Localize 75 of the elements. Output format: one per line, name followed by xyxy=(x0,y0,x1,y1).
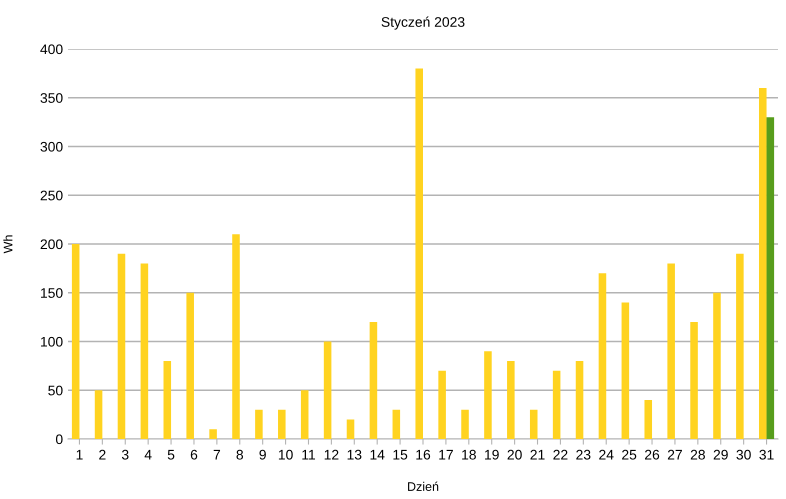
x-tick-label: 27 xyxy=(668,450,682,460)
x-tick-label: 6 xyxy=(190,450,198,460)
y-tick-label: 250 xyxy=(40,190,63,200)
x-tick-label: 22 xyxy=(553,450,568,460)
bar xyxy=(552,370,560,439)
x-tick-label: 21 xyxy=(530,450,545,460)
x-tick-label: 23 xyxy=(576,450,590,460)
bar xyxy=(392,410,400,439)
y-tick-label: 300 xyxy=(40,142,63,152)
x-axis-title: Dzień xyxy=(408,482,438,491)
x-tick-label: 5 xyxy=(168,450,174,460)
bar xyxy=(255,410,263,439)
y-tick-label: 200 xyxy=(40,239,63,250)
bar xyxy=(484,351,492,439)
bar xyxy=(530,410,538,439)
x-tick-label: 12 xyxy=(324,450,338,460)
bar xyxy=(576,361,584,439)
bar xyxy=(370,322,378,439)
bar xyxy=(736,254,744,439)
bar xyxy=(118,254,126,439)
chart-title: Styczeń 2023 xyxy=(382,16,464,30)
y-tick-label: 150 xyxy=(41,288,63,298)
bar xyxy=(644,400,652,439)
bar xyxy=(300,390,308,439)
bar xyxy=(209,429,217,439)
bar xyxy=(346,420,354,439)
y-axis-title: Wh xyxy=(3,235,12,254)
x-tick-label: 2 xyxy=(99,450,106,460)
x-tick-label: 24 xyxy=(599,450,614,460)
y-tick-label: 350 xyxy=(40,93,63,103)
x-tick-label: 19 xyxy=(485,450,499,460)
bar xyxy=(667,264,675,439)
x-tick-label: 25 xyxy=(622,450,636,460)
bar xyxy=(164,361,172,439)
x-tick-label: 31 xyxy=(759,450,774,460)
x-tick-label: 16 xyxy=(416,450,430,460)
bar xyxy=(278,410,286,439)
x-tick-label: 9 xyxy=(259,450,266,460)
x-tick-label: 28 xyxy=(690,450,705,460)
x-tick-label: 17 xyxy=(439,450,453,460)
x-tick-label: 10 xyxy=(278,450,293,460)
bar xyxy=(415,68,423,439)
x-tick-label: 26 xyxy=(645,450,660,460)
y-tick-label: 400 xyxy=(40,44,63,54)
bar xyxy=(186,292,194,439)
x-tick-label: 18 xyxy=(462,450,476,460)
bar xyxy=(766,117,774,439)
bar xyxy=(94,390,102,439)
x-tick-label: 7 xyxy=(214,450,220,460)
y-tick-label: 100 xyxy=(41,336,63,347)
bar xyxy=(622,302,630,439)
bar xyxy=(324,342,332,439)
bar xyxy=(507,361,515,439)
x-tick-label: 8 xyxy=(236,450,244,460)
bar xyxy=(140,264,148,439)
bar xyxy=(598,273,606,439)
x-tick-label: 4 xyxy=(144,450,152,460)
x-tick-label: 15 xyxy=(393,450,408,460)
bar xyxy=(758,88,767,439)
bar xyxy=(232,234,240,439)
x-tick-label: 20 xyxy=(508,450,522,460)
x-tick-label: 11 xyxy=(302,450,316,460)
y-tick-label: 0 xyxy=(56,434,63,444)
bar xyxy=(461,410,469,439)
y-tick-label: 50 xyxy=(48,386,63,396)
bar xyxy=(72,244,80,439)
x-tick-label: 14 xyxy=(370,450,385,460)
bar xyxy=(713,292,721,439)
x-tick-label: 29 xyxy=(714,450,728,460)
x-tick-label: 1 xyxy=(76,450,83,460)
x-tick-label: 30 xyxy=(736,450,751,460)
x-tick-label: 13 xyxy=(348,450,362,460)
x-tick-label: 3 xyxy=(122,450,129,460)
bar xyxy=(690,322,698,439)
bar xyxy=(438,370,446,439)
